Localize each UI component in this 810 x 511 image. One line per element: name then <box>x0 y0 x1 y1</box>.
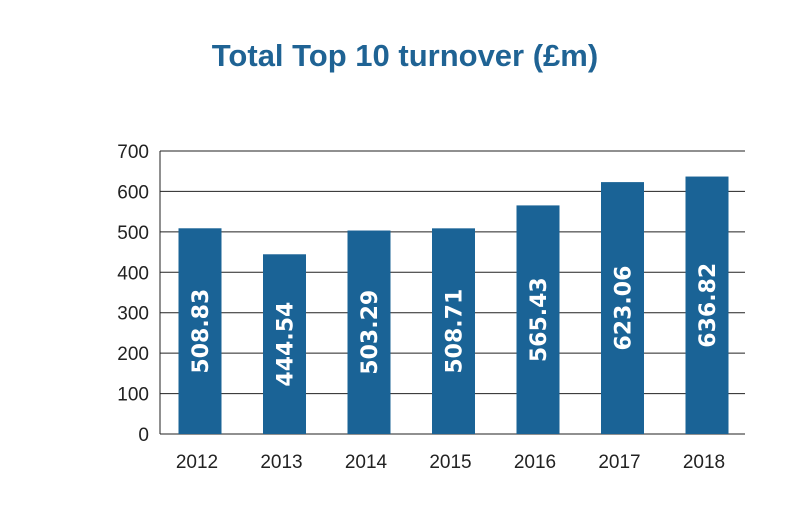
bars <box>178 176 729 434</box>
bar-2012 <box>178 228 222 434</box>
data-labels: 508.83 444.54 503.29 508.71 565.43 623.06 636.… <box>189 263 721 387</box>
data-label-2016: 565.43 <box>527 277 552 362</box>
bar-2018 <box>685 176 729 434</box>
bar-2015 <box>432 228 475 434</box>
data-label-2013: 444.54 <box>274 302 299 387</box>
x-axis-ticks: 2012 2013 2014 2015 2016 2017 2018 <box>176 452 725 473</box>
data-label-2015: 508.71 <box>443 289 468 374</box>
y-tick-label-500: 500 <box>117 223 149 244</box>
bar-2013 <box>263 254 306 434</box>
y-tick-label-300: 300 <box>117 304 149 325</box>
x-tick-label-2016: 2016 <box>514 452 556 473</box>
bar-2016 <box>516 205 560 434</box>
data-label-2012: 508.83 <box>189 289 214 374</box>
x-tick-label-2012: 2012 <box>176 452 218 473</box>
y-tick-label-600: 600 <box>117 182 149 203</box>
y-tick-label-700: 700 <box>117 142 149 163</box>
y-tick-label-400: 400 <box>117 263 149 284</box>
x-tick-label-2013: 2013 <box>260 452 302 473</box>
y-tick-label-200: 200 <box>117 344 149 365</box>
x-tick-label-2017: 2017 <box>598 452 640 473</box>
data-label-2018: 636.82 <box>696 263 721 348</box>
y-axis-ticks: 0 100 200 300 400 500 600 700 <box>117 142 149 446</box>
bar-2014 <box>347 230 391 434</box>
y-tick-label-100: 100 <box>117 385 149 406</box>
x-tick-label-2014: 2014 <box>345 452 388 473</box>
bar-2017 <box>601 182 644 434</box>
x-tick-label-2018: 2018 <box>683 452 725 473</box>
y-tick-label-0: 0 <box>138 425 149 446</box>
data-label-2014: 503.29 <box>358 290 383 375</box>
chart-title: Total Top 10 turnover (£m) <box>211 38 599 73</box>
x-tick-label-2015: 2015 <box>429 452 471 473</box>
data-label-2017: 623.06 <box>612 266 637 351</box>
